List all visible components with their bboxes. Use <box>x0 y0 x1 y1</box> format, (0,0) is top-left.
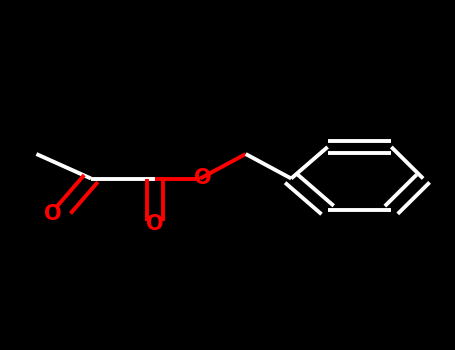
Text: O: O <box>194 168 211 189</box>
Text: O: O <box>44 203 61 224</box>
Text: O: O <box>146 214 163 234</box>
